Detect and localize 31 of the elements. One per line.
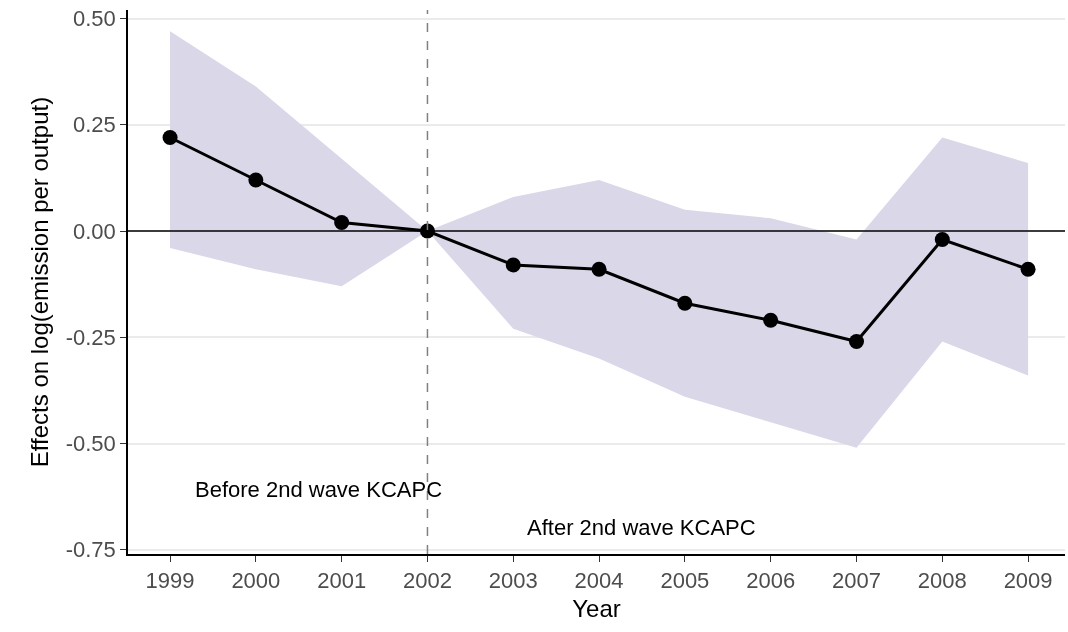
y-tick-label: 0.25 bbox=[73, 112, 116, 138]
point bbox=[934, 232, 950, 247]
x-tick-label: 2003 bbox=[488, 568, 538, 594]
point bbox=[162, 130, 178, 145]
point bbox=[591, 261, 607, 277]
y-axis-title: Effects on log(emission per output) bbox=[26, 96, 54, 468]
y-tick-label: -0.50 bbox=[65, 431, 116, 457]
y-tick-label: 0.50 bbox=[73, 6, 116, 32]
x-tick-label: 1999 bbox=[145, 568, 195, 594]
x-tick-label: 2008 bbox=[917, 568, 967, 594]
x-tick-label: 2001 bbox=[317, 568, 367, 594]
point bbox=[334, 215, 350, 230]
point bbox=[248, 172, 264, 188]
x-axis-title: Year bbox=[572, 594, 621, 622]
annotation: After 2nd wave KCAPC bbox=[527, 515, 756, 540]
point bbox=[505, 257, 521, 273]
point bbox=[677, 295, 693, 311]
point bbox=[1020, 261, 1036, 277]
y-tick-label: -0.25 bbox=[65, 324, 116, 350]
x-tick-label: 2002 bbox=[402, 568, 452, 594]
y-tick-label: -0.75 bbox=[65, 537, 116, 563]
y-tick-label: 0.00 bbox=[73, 218, 116, 244]
point bbox=[849, 334, 864, 349]
annotation: Before 2nd wave KCAPC bbox=[195, 477, 443, 502]
x-tick-label: 2009 bbox=[1003, 568, 1053, 594]
x-tick-label: 2006 bbox=[746, 568, 796, 594]
point bbox=[763, 312, 779, 328]
x-tick-label: 2004 bbox=[574, 568, 624, 594]
x-tick-label: 2005 bbox=[660, 568, 710, 594]
x-tick-label: 2000 bbox=[231, 568, 281, 594]
x-tick-label: 2007 bbox=[832, 568, 881, 594]
